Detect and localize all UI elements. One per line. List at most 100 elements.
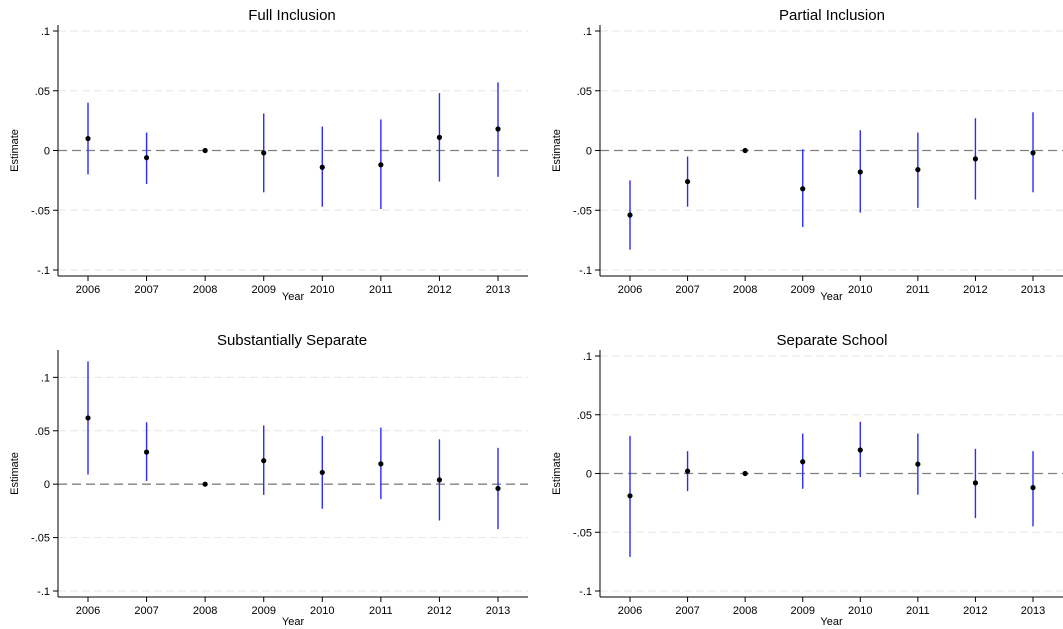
estimate-point [378,162,384,168]
estimate-point [85,135,91,142]
x-tick-label: 2012 [963,605,987,617]
chart-title: Separate School [777,332,888,349]
chart-title: Partial Inclusion [779,7,885,24]
estimate-point [742,470,748,477]
estimate-point [495,485,501,492]
x-tick-label: 2012 [963,284,987,296]
estimate-point [972,156,979,162]
chart-panel-1: Full Inclusion -.1 -.05 0 .05 .1 2006 2007 2008 2… [9,7,528,303]
x-tick-label: 2010 [310,284,334,296]
y-axis-label: Estimate [9,129,21,172]
x-tick-label: 2007 [675,605,699,617]
x-tick-label: 2009 [251,284,275,296]
y-tick-label: .1 [583,26,592,38]
y-tick-label: -.05 [31,205,50,217]
estimate-point [143,155,150,161]
x-tick-label: 2011 [906,284,930,296]
estimate-point [319,164,325,170]
x-axis-label: Year [820,616,843,628]
x-tick-label: 2009 [790,284,814,296]
estimate-point [972,480,979,486]
x-tick-label: 2006 [76,605,100,617]
y-tick-label: -.1 [37,586,50,598]
estimate-point [436,477,443,483]
estimate-point [627,212,633,218]
y-tick-label: .05 [577,86,592,98]
y-axis-label: Estimate [551,129,563,172]
estimate-point [1030,485,1036,491]
x-tick-label: 2006 [76,284,100,296]
x-axis-label: Year [282,616,305,628]
x-tick-label: 2011 [906,605,930,617]
x-axis-label: Year [282,291,305,303]
x-tick-label: 2013 [486,284,510,296]
y-tick-label: -.05 [573,205,592,217]
y-tick-label: 0 [44,146,50,158]
x-tick-label: 2007 [134,605,158,617]
estimate-point [742,147,748,154]
y-tick-label: .1 [41,26,50,38]
y-tick-label: .05 [35,86,50,98]
estimate-point [85,415,91,421]
estimate-point [800,459,806,465]
estimate-point [202,147,208,154]
estimate-point [261,458,267,464]
x-tick-label: 2006 [618,605,642,617]
y-tick-label: .1 [41,372,50,384]
chart-title: Full Inclusion [248,7,336,24]
x-tick-label: 2009 [251,605,275,617]
x-tick-label: 2013 [1021,284,1045,296]
estimate-point [495,126,501,132]
estimate-point [143,449,150,455]
x-tick-label: 2012 [427,605,451,617]
y-tick-label: -.05 [31,533,50,545]
x-tick-label: 2008 [733,605,757,617]
estimate-point [857,447,863,453]
x-tick-label: 2013 [1021,605,1045,617]
x-axis-label: Year [820,291,843,303]
x-tick-label: 2009 [790,605,814,617]
estimate-point [800,186,806,192]
y-tick-label: 0 [586,469,592,481]
y-tick-label: -.1 [579,586,592,598]
estimate-point [261,150,267,156]
chart-panel-2: Partial Inclusion -.1 -.05 0 .05 .1 2006 2007 20… [551,7,1063,303]
chart-panel-4: Separate School -.1 -.05 0 .05 .1 2006 2007 2008… [551,332,1063,628]
chart-panel-3: Substantially Separate -.1 -.05 0 .05 .1 2006 2… [9,332,528,628]
estimate-point [319,469,325,476]
x-tick-label: 2008 [193,284,217,296]
y-tick-label: 0 [44,479,50,491]
x-tick-label: 2011 [369,605,393,617]
chart-title: Substantially Separate [217,332,367,349]
x-tick-label: 2013 [486,605,510,617]
estimate-point [857,169,863,175]
y-tick-label: 0 [586,146,592,158]
estimate-point [684,468,691,474]
x-tick-label: 2007 [675,284,699,296]
y-tick-label: -.1 [579,265,592,277]
y-tick-label: .05 [35,426,50,438]
estimate-point [684,178,691,185]
y-tick-label: -.1 [37,265,50,277]
y-axis-label: Estimate [9,452,21,495]
estimate-point [436,134,443,140]
x-tick-label: 2012 [427,284,451,296]
estimate-point [915,461,921,467]
x-tick-label: 2010 [310,605,334,617]
y-axis-label: Estimate [551,452,563,495]
x-tick-label: 2008 [733,284,757,296]
x-tick-label: 2011 [369,284,393,296]
x-tick-label: 2007 [134,284,158,296]
estimate-point [378,461,384,467]
y-tick-label: .1 [583,351,592,363]
estimate-point [202,481,208,487]
y-tick-label: -.05 [573,527,592,539]
estimate-point [627,493,633,499]
x-tick-label: 2010 [848,605,872,617]
x-tick-label: 2006 [618,284,642,296]
x-tick-label: 2010 [848,284,872,296]
x-tick-label: 2008 [193,605,217,617]
estimate-point [1030,150,1036,156]
y-tick-label: .05 [577,410,592,422]
